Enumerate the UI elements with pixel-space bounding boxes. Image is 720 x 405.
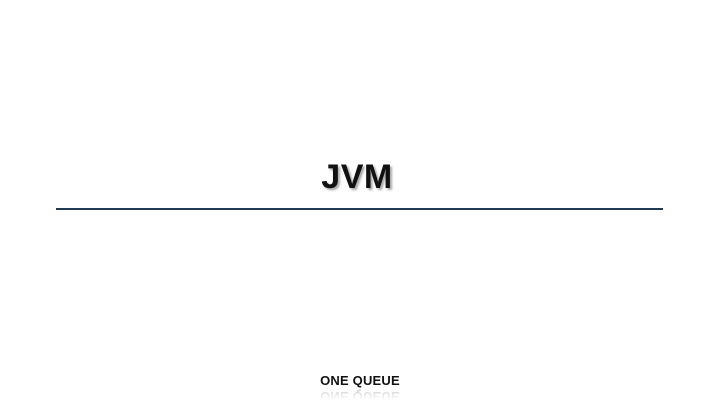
title-divider (56, 208, 663, 210)
footer-reflection: ONE QUEUE (320, 389, 400, 404)
footer-block: ONE QUEUE ONE QUEUE (0, 372, 720, 405)
footer-text: ONE QUEUE (320, 373, 400, 388)
slide-title: JVM (321, 158, 393, 196)
